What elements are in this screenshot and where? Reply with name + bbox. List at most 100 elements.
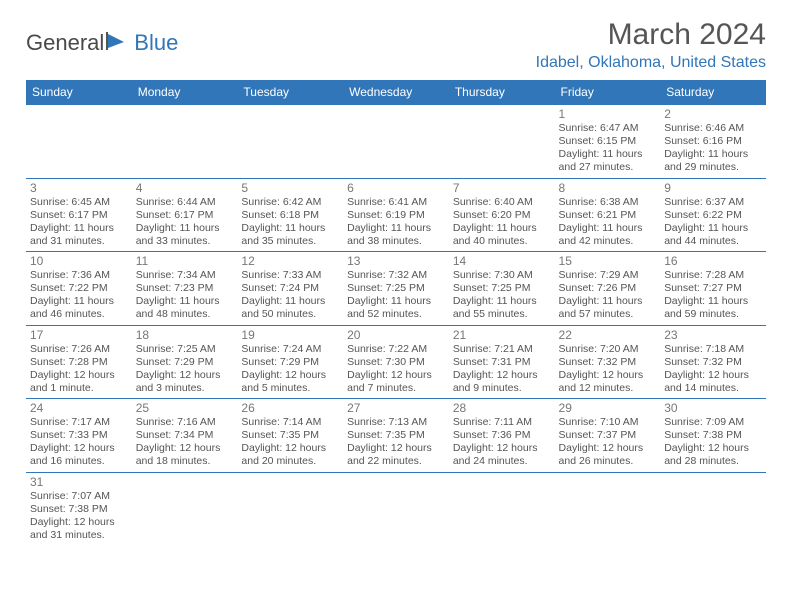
daylight-text: and 24 minutes.: [453, 455, 551, 468]
daylight-text: Daylight: 12 hours: [664, 369, 762, 382]
calendar-body: 1Sunrise: 6:47 AMSunset: 6:15 PMDaylight…: [26, 105, 766, 546]
sunset-text: Sunset: 6:20 PM: [453, 209, 551, 222]
daylight-text: and 38 minutes.: [347, 235, 445, 248]
day-header: Saturday: [660, 80, 766, 105]
sunset-text: Sunset: 6:18 PM: [241, 209, 339, 222]
sunrise-text: Sunrise: 7:24 AM: [241, 343, 339, 356]
daylight-text: Daylight: 12 hours: [453, 369, 551, 382]
sunset-text: Sunset: 7:33 PM: [30, 429, 128, 442]
daylight-text: Daylight: 12 hours: [347, 369, 445, 382]
daylight-text: and 50 minutes.: [241, 308, 339, 321]
sunset-text: Sunset: 7:26 PM: [559, 282, 657, 295]
daylight-text: and 22 minutes.: [347, 455, 445, 468]
sunrise-text: Sunrise: 6:42 AM: [241, 196, 339, 209]
daylight-text: and 55 minutes.: [453, 308, 551, 321]
day-number: 1: [559, 107, 657, 121]
calendar-cell: 10Sunrise: 7:36 AMSunset: 7:22 PMDayligh…: [26, 252, 132, 326]
calendar-cell: 1Sunrise: 6:47 AMSunset: 6:15 PMDaylight…: [555, 105, 661, 179]
calendar-cell-empty: [449, 105, 555, 179]
sunset-text: Sunset: 7:32 PM: [664, 356, 762, 369]
sunset-text: Sunset: 7:23 PM: [136, 282, 234, 295]
sunrise-text: Sunrise: 6:37 AM: [664, 196, 762, 209]
daylight-text: Daylight: 11 hours: [559, 148, 657, 161]
calendar-cell: 8Sunrise: 6:38 AMSunset: 6:21 PMDaylight…: [555, 178, 661, 252]
sunrise-text: Sunrise: 7:10 AM: [559, 416, 657, 429]
sunset-text: Sunset: 7:27 PM: [664, 282, 762, 295]
day-number: 5: [241, 181, 339, 195]
day-number: 21: [453, 328, 551, 342]
daylight-text: and 31 minutes.: [30, 235, 128, 248]
daylight-text: Daylight: 11 hours: [664, 295, 762, 308]
day-number: 24: [30, 401, 128, 415]
day-number: 6: [347, 181, 445, 195]
daylight-text: and 27 minutes.: [559, 161, 657, 174]
day-number: 28: [453, 401, 551, 415]
sunrise-text: Sunrise: 7:13 AM: [347, 416, 445, 429]
daylight-text: and 9 minutes.: [453, 382, 551, 395]
calendar-cell: 11Sunrise: 7:34 AMSunset: 7:23 PMDayligh…: [132, 252, 238, 326]
sunrise-text: Sunrise: 7:28 AM: [664, 269, 762, 282]
day-header: Monday: [132, 80, 238, 105]
daylight-text: Daylight: 12 hours: [30, 369, 128, 382]
calendar-cell: 9Sunrise: 6:37 AMSunset: 6:22 PMDaylight…: [660, 178, 766, 252]
daylight-text: and 5 minutes.: [241, 382, 339, 395]
calendar-cell-empty: [132, 472, 238, 545]
sunset-text: Sunset: 7:24 PM: [241, 282, 339, 295]
daylight-text: and 59 minutes.: [664, 308, 762, 321]
calendar-cell: 13Sunrise: 7:32 AMSunset: 7:25 PMDayligh…: [343, 252, 449, 326]
daylight-text: and 57 minutes.: [559, 308, 657, 321]
day-number: 4: [136, 181, 234, 195]
sunrise-text: Sunrise: 7:21 AM: [453, 343, 551, 356]
daylight-text: and 29 minutes.: [664, 161, 762, 174]
calendar-cell: 3Sunrise: 6:45 AMSunset: 6:17 PMDaylight…: [26, 178, 132, 252]
calendar-cell: 14Sunrise: 7:30 AMSunset: 7:25 PMDayligh…: [449, 252, 555, 326]
calendar-cell: 17Sunrise: 7:26 AMSunset: 7:28 PMDayligh…: [26, 325, 132, 399]
daylight-text: and 52 minutes.: [347, 308, 445, 321]
day-number: 22: [559, 328, 657, 342]
calendar-page: General Blue March 2024 Idabel, Oklahoma…: [0, 0, 792, 563]
sunrise-text: Sunrise: 6:45 AM: [30, 196, 128, 209]
calendar-cell: 12Sunrise: 7:33 AMSunset: 7:24 PMDayligh…: [237, 252, 343, 326]
daylight-text: Daylight: 11 hours: [241, 295, 339, 308]
title-block: March 2024 Idabel, Oklahoma, United Stat…: [536, 18, 766, 72]
sunrise-text: Sunrise: 6:40 AM: [453, 196, 551, 209]
sunset-text: Sunset: 6:21 PM: [559, 209, 657, 222]
daylight-text: Daylight: 11 hours: [559, 222, 657, 235]
sunrise-text: Sunrise: 7:30 AM: [453, 269, 551, 282]
brand-part2: Blue: [134, 30, 178, 56]
daylight-text: Daylight: 11 hours: [453, 222, 551, 235]
sunrise-text: Sunrise: 6:41 AM: [347, 196, 445, 209]
sunset-text: Sunset: 7:25 PM: [453, 282, 551, 295]
calendar-row: 17Sunrise: 7:26 AMSunset: 7:28 PMDayligh…: [26, 325, 766, 399]
sunset-text: Sunset: 7:29 PM: [241, 356, 339, 369]
day-number: 30: [664, 401, 762, 415]
daylight-text: Daylight: 12 hours: [136, 442, 234, 455]
sunset-text: Sunset: 6:16 PM: [664, 135, 762, 148]
daylight-text: Daylight: 12 hours: [664, 442, 762, 455]
day-number: 12: [241, 254, 339, 268]
calendar-cell: 29Sunrise: 7:10 AMSunset: 7:37 PMDayligh…: [555, 399, 661, 473]
daylight-text: Daylight: 11 hours: [664, 222, 762, 235]
sunrise-text: Sunrise: 6:46 AM: [664, 122, 762, 135]
day-header: Tuesday: [237, 80, 343, 105]
calendar-cell: 4Sunrise: 6:44 AMSunset: 6:17 PMDaylight…: [132, 178, 238, 252]
daylight-text: Daylight: 11 hours: [559, 295, 657, 308]
calendar-cell-empty: [449, 472, 555, 545]
calendar-cell: 23Sunrise: 7:18 AMSunset: 7:32 PMDayligh…: [660, 325, 766, 399]
sunset-text: Sunset: 6:15 PM: [559, 135, 657, 148]
daylight-text: and 3 minutes.: [136, 382, 234, 395]
daylight-text: and 31 minutes.: [30, 529, 128, 542]
calendar-cell-empty: [237, 105, 343, 179]
calendar-cell: 2Sunrise: 6:46 AMSunset: 6:16 PMDaylight…: [660, 105, 766, 179]
sunset-text: Sunset: 7:35 PM: [241, 429, 339, 442]
sunrise-text: Sunrise: 7:34 AM: [136, 269, 234, 282]
day-number: 16: [664, 254, 762, 268]
daylight-text: and 33 minutes.: [136, 235, 234, 248]
sunrise-text: Sunrise: 7:07 AM: [30, 490, 128, 503]
calendar-cell-empty: [343, 105, 449, 179]
brand-part1: General: [26, 30, 104, 56]
daylight-text: Daylight: 12 hours: [30, 442, 128, 455]
month-title: March 2024: [536, 18, 766, 52]
sunrise-text: Sunrise: 7:14 AM: [241, 416, 339, 429]
sunset-text: Sunset: 7:25 PM: [347, 282, 445, 295]
